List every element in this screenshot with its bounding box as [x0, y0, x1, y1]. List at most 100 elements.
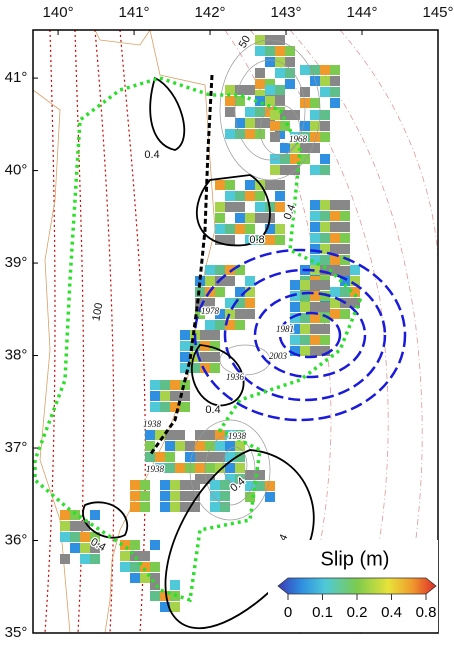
- slip-patch: [205, 298, 215, 308]
- slip-patch: [300, 324, 310, 334]
- slip-patch: [245, 224, 255, 234]
- slip-patch: [310, 233, 320, 243]
- slip-patch: [330, 200, 340, 210]
- slip-patch: [300, 121, 310, 131]
- slip-patch: [130, 551, 140, 561]
- slip-patch: [245, 235, 255, 245]
- slip-patch: [60, 521, 70, 531]
- slip-patch: [155, 463, 165, 473]
- slip-patch: [170, 602, 180, 612]
- slip-contours-black: [82, 76, 315, 629]
- colorbar-tick-label: 0.1: [312, 604, 333, 621]
- slip-patch: [330, 265, 340, 275]
- map-label: 2003: [269, 351, 288, 361]
- slip-patch: [225, 463, 235, 473]
- slip-patch: [300, 280, 310, 290]
- slip-patch: [225, 474, 235, 484]
- slip-patch: [265, 235, 275, 245]
- slip-patch: [225, 235, 235, 245]
- slip-patch: [310, 335, 320, 345]
- slip-patch: [320, 280, 330, 290]
- map-label: 1938: [146, 464, 165, 474]
- map-label: 100: [90, 302, 105, 322]
- slip-patch: [130, 540, 140, 550]
- slip-patch: [210, 502, 220, 512]
- slip-patch: [245, 107, 255, 117]
- slip-patch: [290, 335, 300, 345]
- slip-patch: [265, 224, 275, 234]
- slip-patch: [310, 65, 320, 75]
- slip-patch: [275, 85, 285, 95]
- slip-patch: [195, 298, 205, 308]
- slip-patch: [340, 255, 350, 265]
- slip-patch: [265, 180, 275, 190]
- slip-patch: [225, 265, 235, 275]
- slip-patch: [165, 430, 175, 440]
- slip-patch: [190, 341, 200, 351]
- slip-patch: [310, 244, 320, 254]
- slip-patch: [130, 502, 140, 512]
- slip-patch: [245, 118, 255, 128]
- slip-patch: [310, 302, 320, 312]
- slip-patch: [300, 143, 310, 153]
- slip-patch: [280, 110, 290, 120]
- slip-patch: [275, 224, 285, 234]
- slip-patch: [320, 110, 330, 120]
- slip-patch: [160, 502, 170, 512]
- slip-patch: [310, 76, 320, 86]
- slip-patch: [280, 154, 290, 164]
- slip-patch: [235, 320, 245, 330]
- slip-patch: [160, 391, 170, 401]
- slip-patch: [165, 452, 175, 462]
- slip-patch: [205, 430, 215, 440]
- slip-patch: [310, 313, 320, 323]
- slip-patch: [180, 341, 190, 351]
- colorbar-bar: [277, 577, 437, 595]
- slip-patch: [265, 79, 275, 89]
- slip-patch: [340, 200, 350, 210]
- map-frame: [32, 29, 439, 634]
- slip-patch: [340, 287, 350, 297]
- slip-patch: [185, 452, 195, 462]
- slip-patch: [195, 430, 205, 440]
- y-tick-label: 39°: [5, 254, 28, 271]
- slip-patch: [290, 302, 300, 312]
- slip-patch: [245, 287, 255, 297]
- slip-patch: [330, 255, 340, 265]
- slip-patch: [235, 191, 245, 201]
- slip-patch: [175, 441, 185, 451]
- slip-patch: [310, 324, 320, 334]
- slip-patch: [205, 276, 215, 286]
- slip-patch: [340, 233, 350, 243]
- slip-patch: [180, 480, 190, 490]
- x-tick-label: 142°: [195, 4, 226, 21]
- slip-patch: [235, 452, 245, 462]
- slip-patch: [285, 57, 295, 67]
- slip-patch: [90, 554, 100, 564]
- slip-patch: [320, 87, 330, 97]
- slip-patch: [320, 154, 330, 164]
- slip-patch: [285, 46, 295, 56]
- slip-patch: [235, 224, 245, 234]
- slip-patch: [340, 266, 350, 276]
- slip-patch: [275, 46, 285, 56]
- slip-patch: [320, 335, 330, 345]
- map-label: 1938: [228, 431, 247, 441]
- slip-patch: [255, 79, 265, 89]
- slip-patch: [180, 391, 190, 401]
- slip-patch: [215, 202, 225, 212]
- map-label: 1981: [276, 324, 294, 334]
- slip-patch: [300, 346, 310, 356]
- slip-patch: [255, 118, 265, 128]
- x-tick-label: 144°: [346, 4, 377, 21]
- slip-patch: [180, 352, 190, 362]
- slip-patch: [225, 85, 235, 95]
- slip-patch: [235, 430, 245, 440]
- slip-patch: [310, 143, 320, 153]
- slip-patch: [255, 68, 265, 78]
- slip-patch: [140, 491, 150, 501]
- slip-patch: [60, 532, 70, 542]
- slip-patch: [210, 363, 220, 373]
- slip-patch: [310, 200, 320, 210]
